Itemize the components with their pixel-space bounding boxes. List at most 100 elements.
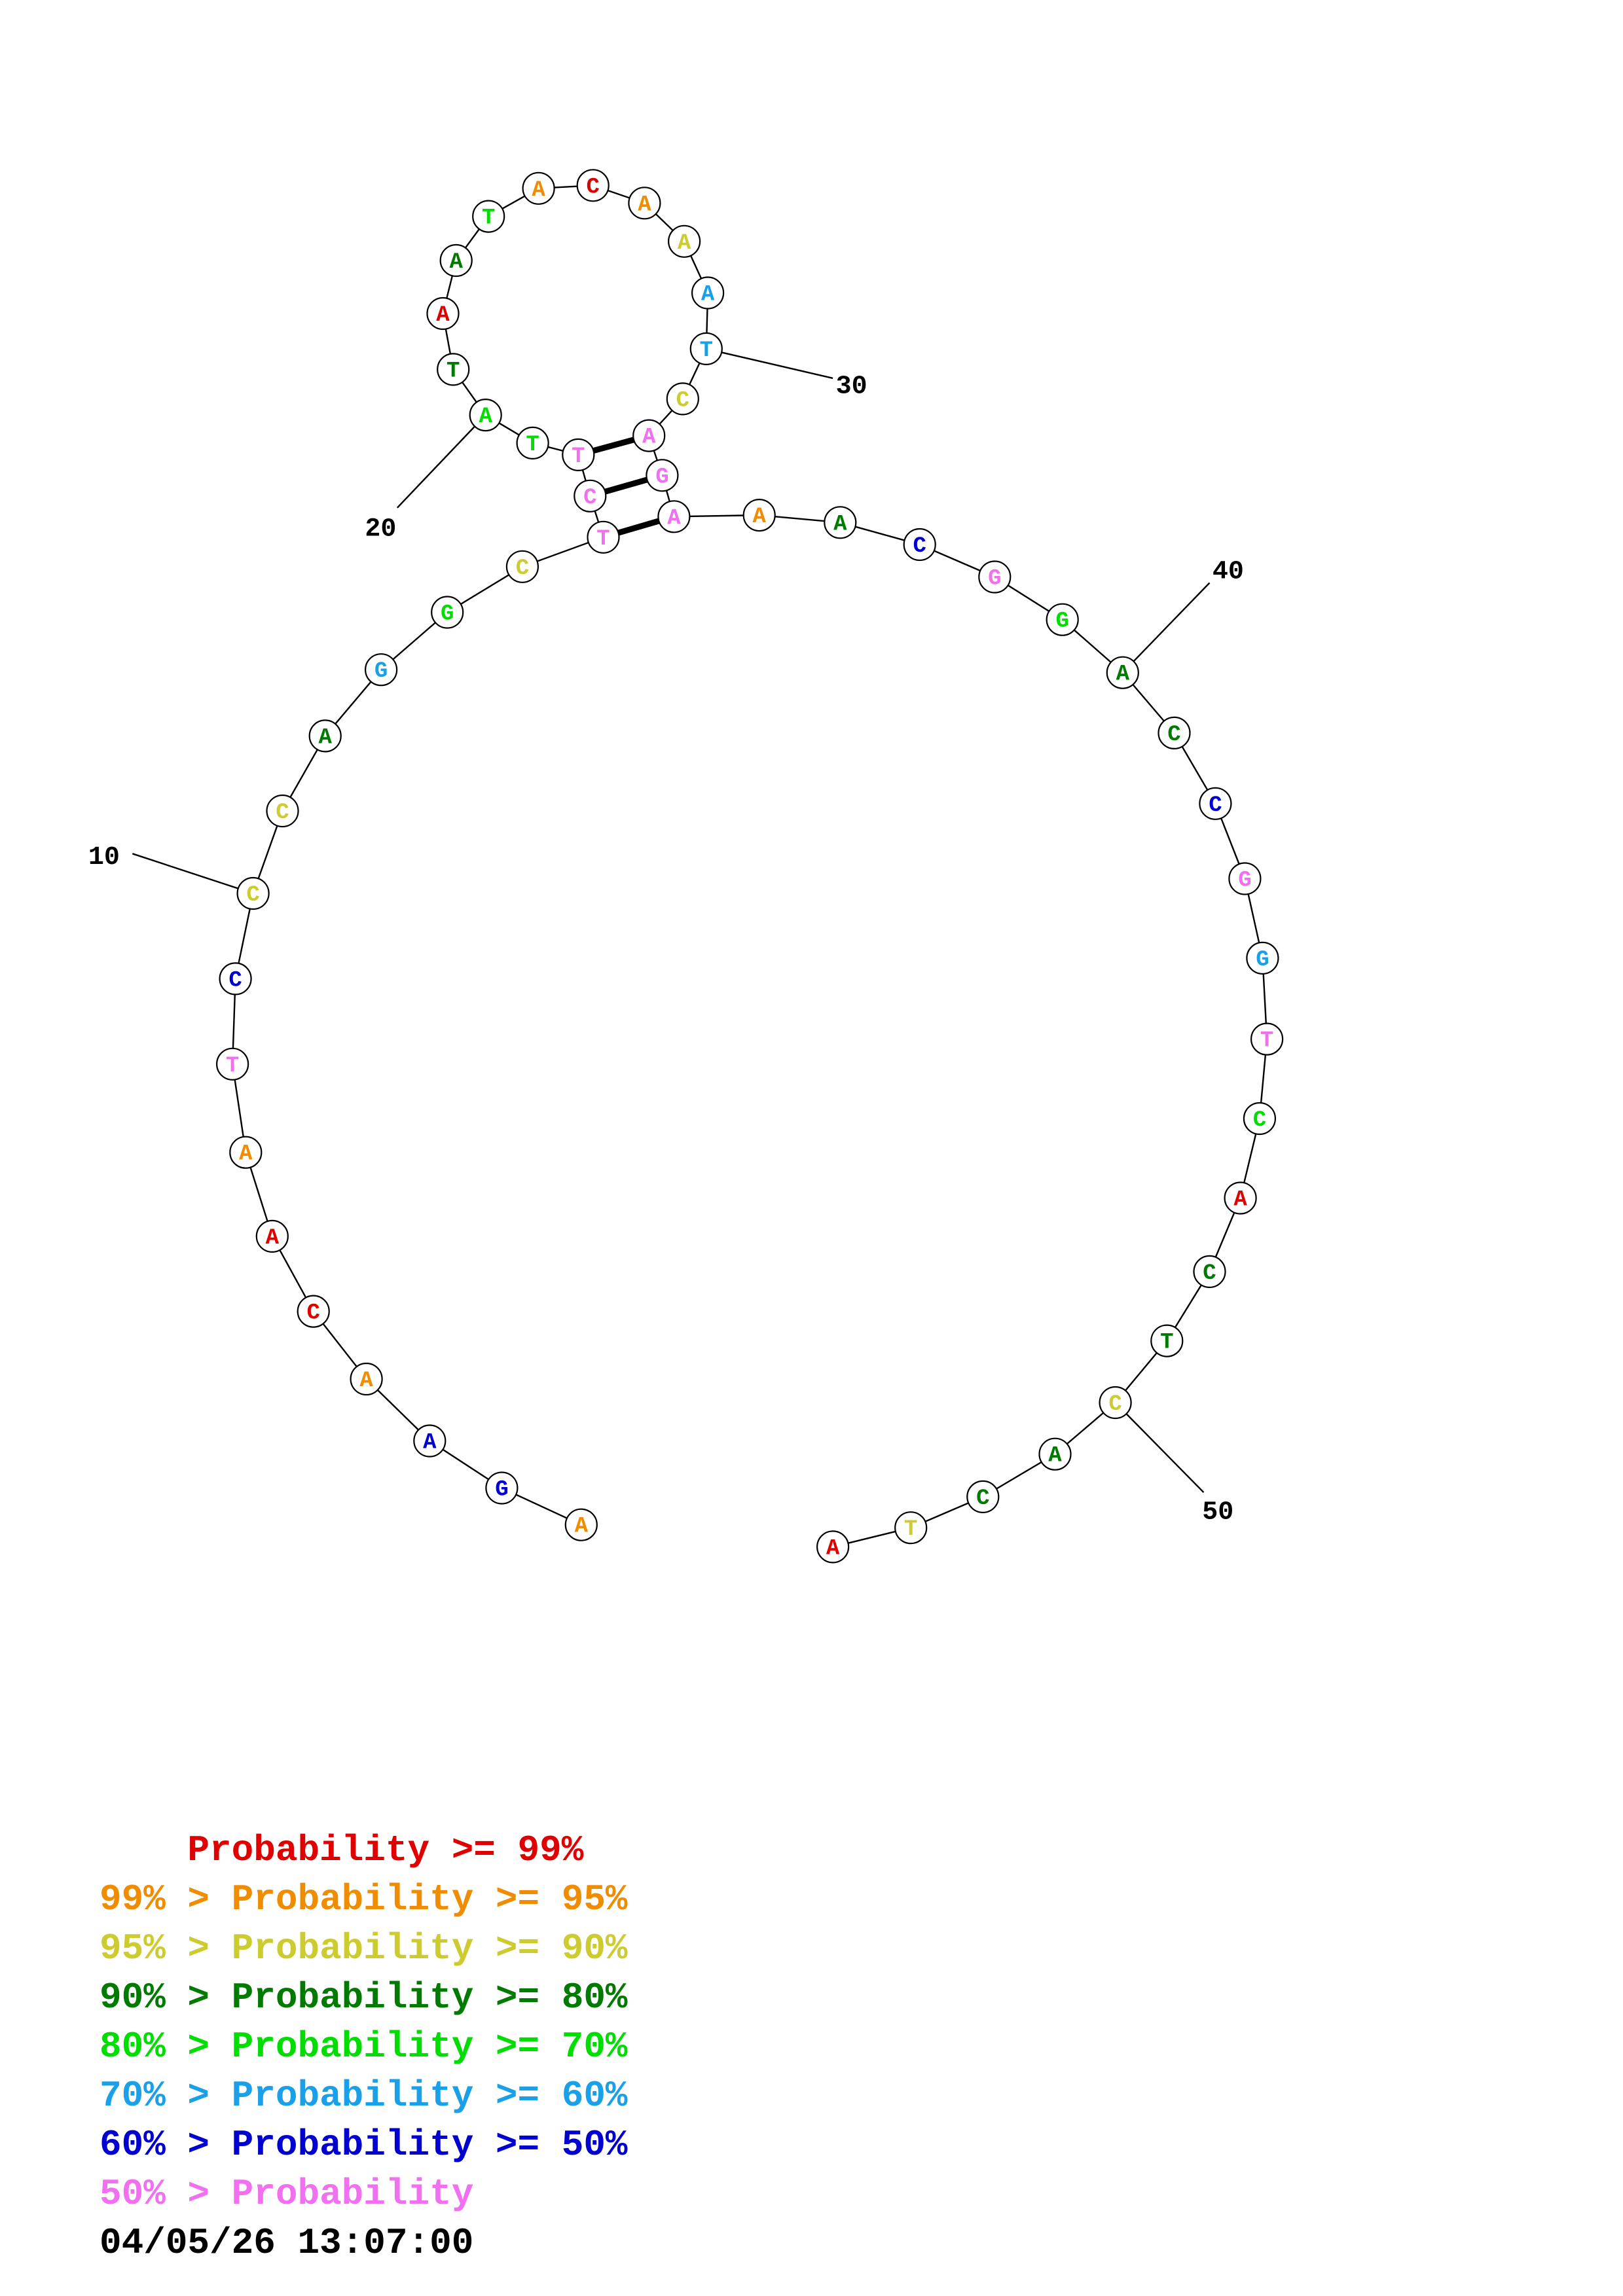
nucleotide-circle	[564, 1508, 598, 1541]
nucleotide-circle	[894, 1511, 928, 1545]
base-pair-layer	[593, 437, 660, 536]
nucleotide-39: G	[1046, 603, 1079, 636]
nucleotide-circle	[1150, 1324, 1184, 1357]
nucleotide-5: C	[297, 1295, 330, 1328]
nucleotide-circle	[472, 200, 505, 233]
nucleotide-51: A	[1038, 1437, 1072, 1471]
nucleotide-circle	[667, 224, 701, 258]
nucleotide-circle	[1038, 1437, 1072, 1471]
backbone-layer	[231, 185, 1268, 1548]
nucleotide-letter: T	[447, 359, 460, 384]
nucleotide-circle	[413, 1424, 447, 1458]
position-tick-layer: 10 20 30 40 50	[88, 351, 1244, 1528]
nucleotide-circle	[426, 296, 460, 331]
legend-row: 50% > Probability	[100, 2170, 628, 2219]
nucleotide-letter: C	[306, 1301, 319, 1326]
nucleotide-letter: A	[423, 1431, 437, 1456]
nucleotide-letter: G	[1055, 609, 1068, 634]
nucleotide-22: A	[426, 296, 460, 331]
nucleotide-letter: G	[374, 659, 388, 684]
nucleotide-42: C	[1199, 787, 1232, 820]
nucleotide-48: C	[1193, 1255, 1226, 1289]
nucleotide-letter: G	[1238, 869, 1251, 893]
legend-row-prefix: 80% >	[100, 2026, 232, 2068]
nucleotide-1: A	[564, 1508, 598, 1541]
nucleotide-circle	[691, 276, 725, 310]
position-label-50: 50	[1202, 1498, 1233, 1528]
nucleotide-circle	[485, 1471, 519, 1505]
nucleotide-letter: A	[1048, 1444, 1062, 1469]
nucleotide-letter: A	[239, 1142, 253, 1167]
nucleotide-41: C	[1158, 716, 1191, 750]
nucleotide-circle	[816, 1530, 850, 1564]
legend-row-prefix: 90% >	[100, 1977, 232, 2018]
nucleotide-circle	[824, 506, 857, 539]
nucleotide-30: T	[689, 332, 723, 366]
nucleotide-letter: A	[826, 1536, 840, 1561]
nucleotide-32: A	[632, 419, 666, 452]
nucleotide-49: T	[1150, 1324, 1184, 1357]
nucleotide-4: A	[350, 1362, 383, 1396]
position-tick-30	[721, 351, 833, 380]
nucleotide-letter: A	[667, 506, 681, 531]
nucleotide-letter: A	[752, 505, 766, 529]
nucleotide-letter: A	[642, 425, 656, 450]
nucleotide-letter: C	[246, 883, 259, 908]
nucleotide-letter: T	[526, 433, 539, 457]
position-label-40: 40	[1213, 558, 1244, 587]
nucleotide-circle	[1246, 941, 1279, 975]
nucleotide-circle	[576, 169, 610, 202]
nucleotide-27: A	[628, 187, 661, 220]
nucleotide-18: T	[562, 438, 595, 472]
nucleotide-letter: G	[495, 1478, 508, 1503]
nucleotide-circle	[666, 382, 699, 416]
nucleotide-circle	[1099, 1386, 1132, 1420]
legend-row-text: Probability >= 95%	[231, 1878, 628, 1920]
nucleotide-letter: A	[638, 192, 651, 217]
probability-legend: Probability >= 99% 99% > Probability >= 9…	[100, 1826, 628, 2219]
nucleotide-circle	[350, 1362, 383, 1396]
nucleotide-circle	[364, 653, 398, 687]
nucleotide-circle	[505, 550, 539, 583]
nucleotide-circle	[978, 560, 1012, 594]
legend-row-text: Probability >= 99%	[187, 1829, 584, 1871]
nucleotide-letter: C	[276, 800, 289, 825]
nucleotide-10: C	[236, 876, 270, 910]
nucleotide-43: G	[1228, 862, 1262, 895]
nucleotide-letter: A	[532, 178, 545, 203]
legend-row-text: Probability >= 50%	[231, 2124, 628, 2166]
nucleotide-letter: C	[1108, 1392, 1122, 1417]
nucleotide-letter: T	[700, 338, 713, 363]
nucleotide-letter: C	[1209, 793, 1222, 818]
position-tick-50	[1125, 1413, 1205, 1494]
nucleotide-7: A	[229, 1136, 263, 1169]
nucleotide-circle	[966, 1480, 1000, 1513]
nucleotide-11: C	[266, 794, 299, 828]
nucleotide-circle	[1106, 656, 1139, 689]
legend-row-prefix: 99% >	[100, 1878, 232, 1920]
nucleotide-circle	[742, 498, 776, 532]
nucleotide-letter: C	[583, 486, 596, 511]
nucleotide-circle	[516, 426, 549, 460]
nucleotide-letter: T	[226, 1054, 239, 1079]
nucleotide-circle	[1046, 603, 1079, 636]
nucleotide-circle	[903, 528, 936, 562]
nucleotide-17: C	[574, 479, 607, 512]
legend-row-prefix	[100, 1829, 187, 1871]
nucleotide-circle	[1193, 1255, 1226, 1289]
nucleotide-letter: G	[655, 465, 668, 490]
nucleotide-circle	[469, 398, 502, 432]
base-pair-18-32	[593, 437, 635, 454]
nucleotide-circle	[632, 419, 666, 452]
nucleotide-letter: C	[586, 175, 599, 200]
nucleotide-6: A	[255, 1219, 289, 1253]
nucleotide-16: T	[587, 520, 620, 554]
nucleotide-letter: A	[436, 303, 450, 328]
legend-row: Probability >= 99%	[100, 1826, 628, 1875]
nucleotide-letter: C	[913, 534, 926, 559]
nucleotide-letter: T	[1160, 1331, 1173, 1355]
nucleotide-33: G	[646, 459, 679, 492]
nucleotide-36: A	[824, 506, 857, 539]
nucleotide-letter: A	[318, 725, 332, 750]
nucleotide-40: A	[1106, 656, 1139, 689]
